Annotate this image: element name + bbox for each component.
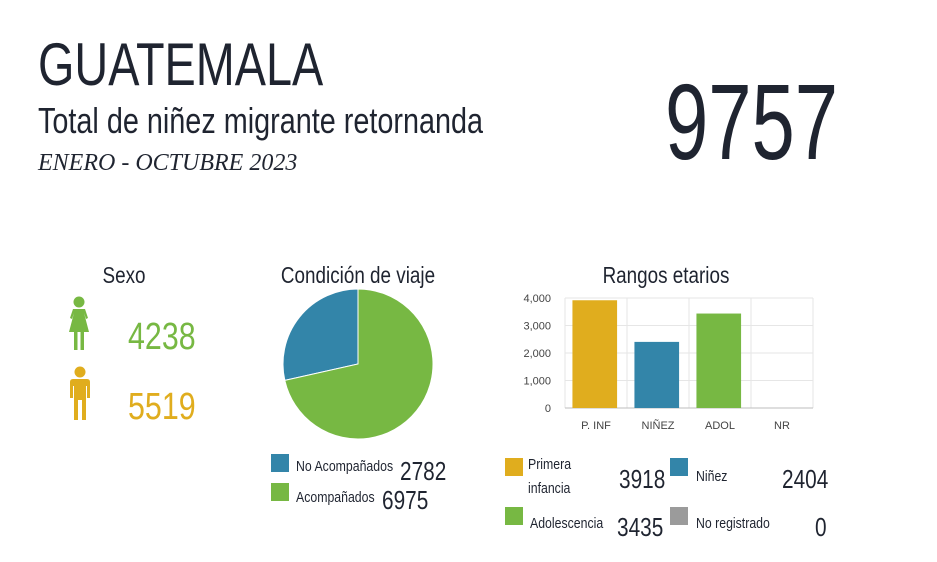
legend-label-primera-infancia-line2: infancia: [528, 480, 571, 497]
bar-adol: [696, 313, 742, 408]
x-tick-label-ninez: NIÑEZ: [642, 419, 675, 432]
y-tick-label: 3,000: [523, 321, 551, 333]
total-count: 9757: [665, 61, 838, 182]
legend-swatch-no-registrado: [670, 507, 688, 525]
y-tick-label: 2,000: [523, 348, 551, 360]
bar-ninez: [634, 341, 680, 408]
female-count: 4238: [128, 316, 196, 358]
y-tick-label: 0: [545, 403, 551, 415]
legend-label-adolescencia: Adolescencia: [530, 515, 604, 532]
condicion-pie-chart: [282, 288, 434, 440]
bar-p-inf: [572, 300, 618, 408]
page-title: GUATEMALA: [38, 31, 324, 98]
condicion-title: Condición de viaje: [280, 262, 436, 288]
male-person-icon: [70, 366, 90, 420]
rangos-title: Rangos etarios: [602, 262, 730, 288]
legend-swatch-ninez: [670, 458, 688, 476]
legend-value-adolescencia: 3435: [617, 512, 664, 542]
female-person-icon: [69, 296, 89, 350]
legend-swatch-primera-infancia: [505, 458, 523, 476]
period-label: ENERO - OCTUBRE 2023: [38, 150, 298, 176]
sexo-title: Sexo: [102, 262, 146, 288]
legend-value-ninez: 2404: [782, 464, 829, 494]
legend-swatch-acompanados: [271, 483, 289, 501]
rangos-bar-chart: 0 1,000 2,000 3,000 4,000 P. INF NIÑEZ ADOL NR: [523, 293, 814, 432]
pie-slice-acompanados: [284, 288, 434, 440]
legend-swatch-adolescencia: [505, 507, 523, 525]
y-tick-label: 1,000: [523, 376, 551, 388]
legend-label-primera-infancia-line1: Primera: [528, 456, 572, 473]
page-subtitle: Total de niñez migrante retornanda: [38, 100, 484, 141]
x-tick-label-adol: ADOL: [705, 420, 735, 432]
legend-label-ninez: Niñez: [696, 468, 728, 485]
legend-value-no-registrado: 0: [815, 512, 827, 542]
legend-value-acompanados: 6975: [382, 485, 429, 515]
legend-value-no-acompanados: 2782: [400, 456, 447, 486]
y-tick-label: 4,000: [523, 293, 551, 305]
x-tick-label-p-inf: P. INF: [581, 420, 611, 432]
x-tick-label-nr: NR: [774, 420, 790, 432]
legend-label-no-registrado: No registrado: [696, 515, 770, 532]
male-count: 5519: [128, 386, 196, 428]
legend-label-no-acompanados: No Acompañados: [296, 458, 394, 475]
pie-slice-no-acompanados: [282, 288, 359, 382]
legend-label-acompanados: Acompañados: [296, 489, 375, 506]
legend-swatch-no-acompanados: [271, 454, 289, 472]
legend-value-primera-infancia: 3918: [619, 464, 666, 494]
